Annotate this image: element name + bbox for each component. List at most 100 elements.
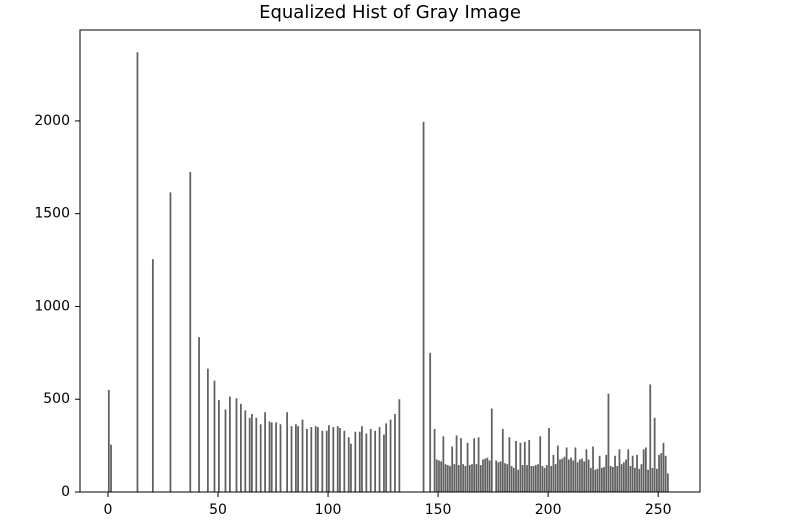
bar [609,466,612,492]
bar [473,438,476,492]
bar [136,52,139,492]
bar [259,424,262,492]
bar [594,469,597,492]
bar [664,455,667,492]
bar [479,465,482,492]
bar [229,396,231,492]
bar [603,466,605,492]
bar [653,417,656,492]
y-tick-label: 2000 [34,113,70,129]
bar [660,453,663,492]
bar [306,428,308,492]
bar [512,467,515,492]
bar [361,426,363,492]
bar [339,427,341,492]
bar [620,464,623,492]
bar [468,465,471,492]
chart-title: Equalized Hist of Gray Image [259,2,521,23]
bar [563,456,566,492]
bar [647,469,649,492]
bar [539,436,542,492]
bar [343,430,346,492]
bar [638,468,641,492]
bar [248,417,251,492]
bar [110,444,112,492]
bar [457,465,460,492]
bar [435,459,438,492]
bar [151,259,154,492]
bar [589,467,592,492]
y-tick-label: 1000 [34,298,70,314]
bar [295,424,297,492]
bar [471,464,473,492]
bar [616,466,619,492]
x-tick-label: 50 [209,502,227,518]
bar [607,393,610,492]
bar [537,464,539,492]
bar [497,462,500,492]
bar [383,434,385,492]
bar [629,466,632,492]
bar [444,464,447,492]
bar [466,442,469,492]
bar [317,427,319,492]
bar [477,437,480,492]
axes-frame [79,29,701,493]
bar [636,454,638,492]
bar [633,467,636,492]
bar [581,458,583,492]
bar [398,399,401,492]
bar [224,409,227,492]
bar [541,466,544,492]
bar [596,468,599,492]
bar [649,384,652,492]
bar [554,464,557,492]
bar [394,414,396,492]
bar [583,461,586,492]
bar [365,433,368,492]
bar [255,417,258,492]
bar [662,442,665,492]
bar [550,466,553,492]
bar [336,426,339,492]
bar [217,400,220,492]
bar [358,431,361,492]
bar [640,464,643,492]
x-tick-label: 200 [535,502,562,518]
bar [486,457,489,492]
bar [605,454,608,492]
bar [526,465,528,492]
bar [484,458,487,492]
bar [600,467,603,492]
bar [198,337,200,492]
bar [350,443,352,492]
bar [631,455,634,492]
bar [521,465,524,492]
bar [438,460,440,492]
bar [565,447,568,492]
bar [301,419,304,492]
bar [574,447,577,492]
bar [475,464,478,492]
bar [460,438,462,492]
bar [585,449,588,492]
bar [107,389,110,492]
bar [618,449,621,492]
bar [532,466,535,492]
bar [213,380,216,492]
bar [490,408,493,492]
bar [279,424,282,492]
bar [275,422,277,492]
bar [206,368,209,492]
bar [552,454,555,492]
bar [286,412,288,492]
bar [297,426,299,492]
x-tick-label: 100 [315,502,342,518]
bar [369,428,372,492]
bar [578,459,581,492]
bar [378,427,381,492]
bar [433,428,436,492]
bar [325,430,328,492]
bar [506,464,509,492]
